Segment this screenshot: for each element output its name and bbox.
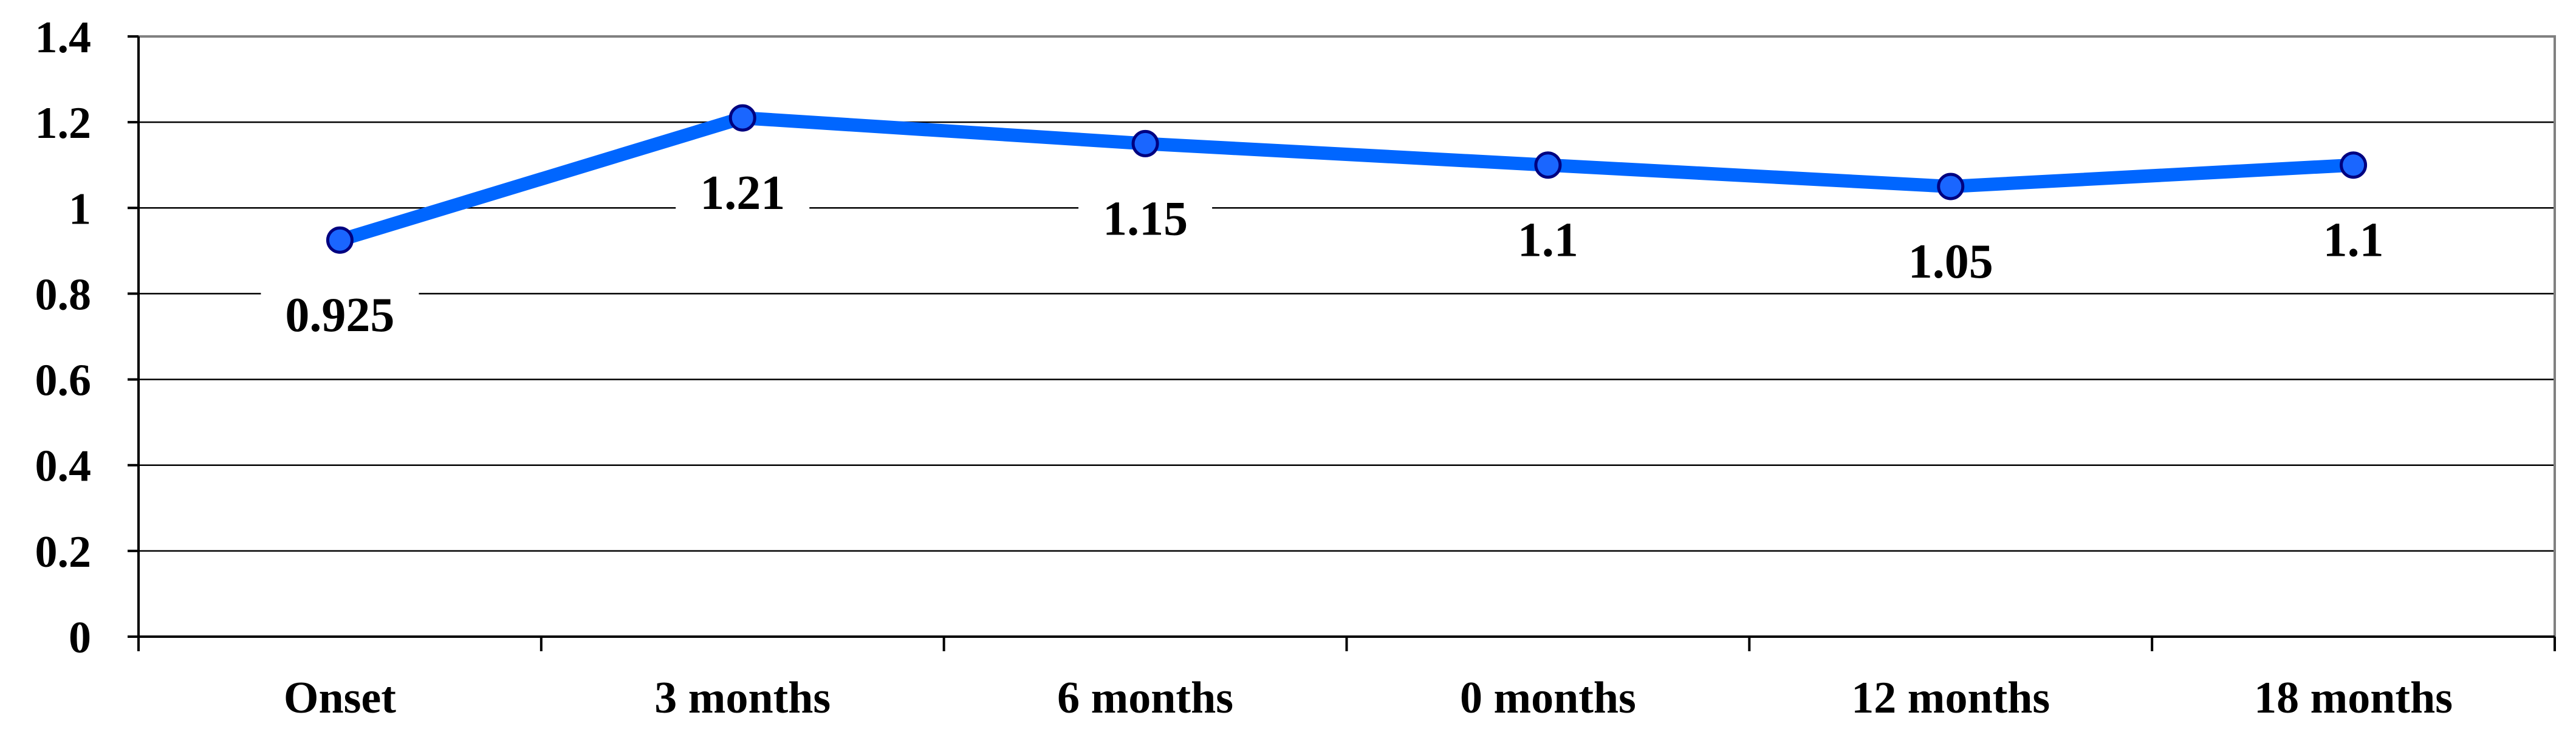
data-labels: 0.925 1.21 1.15 1.1 1.05 1.1 <box>261 162 2408 345</box>
series-line <box>333 111 2360 247</box>
data-label-background <box>261 284 419 345</box>
data-point-marker <box>326 226 354 254</box>
y-axis-tick-labels: 0 0.2 0.4 0.6 0.8 1 1.2 1.4 <box>35 13 92 663</box>
data-label-background <box>1078 187 1213 248</box>
x-tick-label: 0 months <box>1460 673 1636 723</box>
data-series <box>326 104 2368 254</box>
y-tick-label: 0.6 <box>35 356 92 406</box>
data-label-background <box>1883 230 2018 291</box>
y-tick-label: 1.4 <box>35 13 92 63</box>
y-tick-label: 0 <box>69 613 91 663</box>
data-label: 1.1 <box>1518 214 1578 267</box>
x-tick-label: Onset <box>284 673 396 723</box>
data-label: 0.925 <box>285 289 394 342</box>
data-label: 1.15 <box>1103 192 1188 245</box>
y-tick-label: 1 <box>69 184 91 234</box>
data-label: 1.05 <box>1908 235 1993 289</box>
y-tick-label: 1.2 <box>35 98 92 148</box>
gridlines <box>139 121 2555 552</box>
data-label: 1.21 <box>700 166 785 220</box>
x-tick-label: 3 months <box>654 673 831 723</box>
y-tick-label: 0.8 <box>35 270 92 320</box>
axes <box>128 35 2556 651</box>
x-tick-label: 18 months <box>2254 673 2453 723</box>
y-tick-label: 0.2 <box>35 527 92 577</box>
data-point-marker <box>2340 151 2368 179</box>
data-label-background <box>1493 208 1603 270</box>
data-label-background <box>2298 208 2408 270</box>
x-tick-label: 6 months <box>1057 673 1233 723</box>
data-point-marker <box>1937 173 1965 200</box>
y-tick-label: 0.4 <box>35 442 92 491</box>
data-point-marker <box>728 104 756 132</box>
data-label-background <box>676 162 810 223</box>
data-point-marker <box>1534 151 1562 179</box>
x-tick-label: 12 months <box>1851 673 2050 723</box>
data-label: 1.1 <box>2323 214 2384 267</box>
x-axis-tick-labels: Onset 3 months 6 months 0 months 12 months 18… <box>284 673 2453 723</box>
data-point-marker <box>1131 129 1159 157</box>
